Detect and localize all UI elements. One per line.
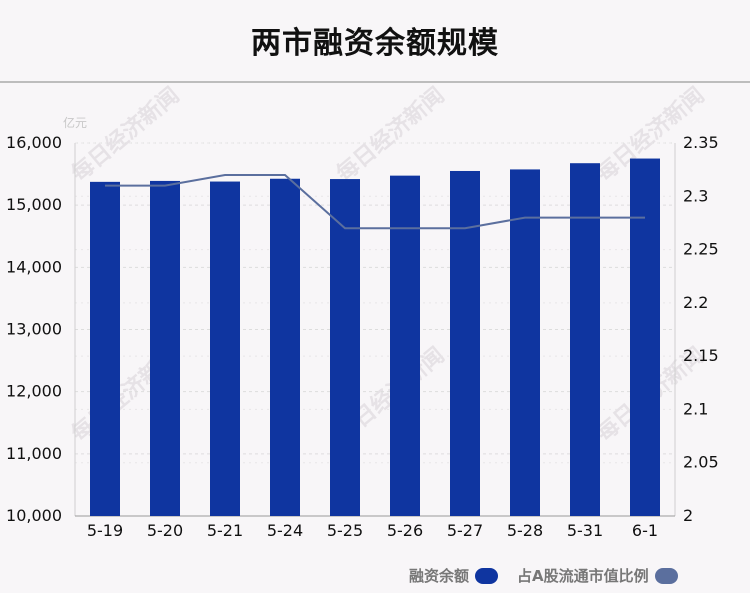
watermark-0: 每日经济新闻 [67, 82, 185, 187]
x-tick-label: 5-26 [387, 521, 423, 540]
y-left-tick-label: 15,000 [6, 195, 62, 214]
legend-label-financing-balance: 融资余额 [409, 567, 470, 585]
y-left-tick-label: 16,000 [6, 133, 62, 152]
legend-swatch-bar [475, 567, 499, 584]
chart-title: 两市融资余额规模 [251, 26, 499, 61]
line-series [104, 173, 646, 230]
legend-item-financing-balance: 融资余额 [409, 565, 499, 586]
x-tick-label: 5-19 [87, 521, 123, 540]
legend-swatch-line [654, 567, 678, 584]
y-right-tick-label: 2.3 [683, 186, 708, 205]
y-left-tick-label: 12,000 [6, 382, 62, 401]
x-tick-label: 5-25 [327, 521, 363, 540]
y-axis-right-labels: 2 2.05 2.1 2.15 2.2 2.25 2.3 2.35 [683, 133, 719, 525]
y-axis-unit: 亿元 [63, 116, 88, 130]
bar-5-21 [210, 181, 240, 516]
bar-5-26 [390, 175, 420, 516]
x-tick-label: 5-28 [507, 521, 543, 540]
bar-5-25 [330, 179, 360, 516]
legend-item-market-ratio: 占A股流通市值比例 [517, 565, 678, 586]
x-tick-label: 5-31 [567, 521, 603, 540]
x-tick-label: 5-24 [267, 521, 303, 540]
y-left-tick-label: 11,000 [6, 444, 62, 463]
bar-6-1 [630, 158, 660, 516]
y-right-tick-label: 2.1 [683, 399, 708, 418]
x-tick-label: 5-20 [147, 521, 183, 540]
bar-5-27 [450, 170, 480, 516]
y-right-tick-label: 2 [683, 506, 693, 525]
y-left-tick-label: 10,000 [6, 506, 62, 525]
x-tick-label: 5-21 [207, 521, 243, 540]
y-right-tick-label: 2.35 [683, 133, 719, 152]
y-left-tick-label: 14,000 [6, 257, 62, 276]
watermark-1: 每日经济新闻 [332, 82, 450, 187]
bar-5-28 [510, 169, 540, 516]
x-axis-labels: 5-19 5-20 5-21 5-24 5-25 5-26 5-27 5-28 5-31 6-1 [87, 521, 658, 540]
x-tick-label: 6-1 [632, 521, 658, 540]
x-tick-label: 5-27 [447, 521, 483, 540]
legend-label-market-ratio: 占A股流通市值比例 [517, 567, 649, 585]
bar-series [90, 158, 660, 516]
y-right-tick-label: 2.05 [683, 453, 719, 472]
y-axis-left-labels: 10,000 11,000 12,000 13,000 14,000 15,000 16,0… [6, 133, 62, 525]
bar-5-24 [270, 178, 300, 516]
y-left-tick-label: 13,000 [6, 320, 62, 339]
bar-5-20 [150, 180, 180, 516]
y-right-tick-label: 2.15 [683, 346, 719, 365]
bar-5-19 [90, 181, 120, 516]
y-right-tick-label: 2.2 [683, 293, 708, 312]
title-divider [0, 81, 750, 83]
bar-5-31 [570, 163, 600, 516]
y-right-tick-label: 2.25 [683, 240, 719, 259]
ratio-line [105, 173, 645, 230]
